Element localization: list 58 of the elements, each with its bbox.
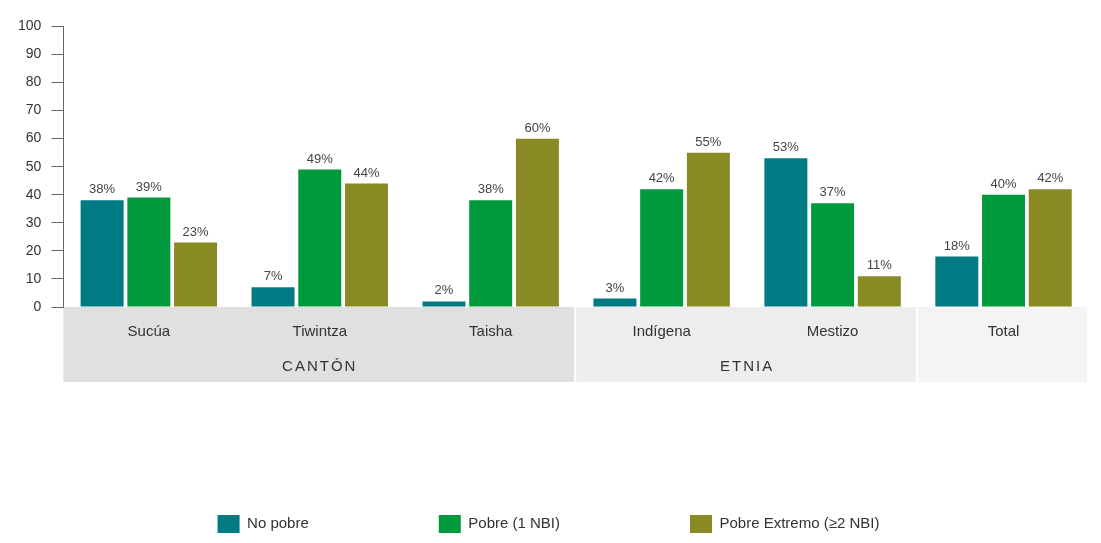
- y-tick-label: 50: [25, 157, 42, 174]
- data-label: 60%: [524, 119, 551, 135]
- bar: [982, 194, 1026, 307]
- y-tick-label: 10: [25, 269, 42, 286]
- y-tick-label: 70: [25, 101, 42, 118]
- x-tick-label: Sucúa: [127, 322, 171, 340]
- bar: [857, 276, 901, 307]
- legend-label: Pobre Extremo (≥2 NBI): [719, 514, 880, 532]
- legend-label: Pobre (1 NBI): [468, 514, 560, 532]
- data-label: 38%: [89, 181, 116, 197]
- data-label: 23%: [182, 223, 209, 239]
- y-tick-label: 60: [25, 129, 42, 146]
- data-label: 11%: [866, 257, 893, 273]
- bar: [298, 169, 342, 307]
- y-tick-label: 80: [25, 73, 42, 90]
- bar: [764, 158, 808, 307]
- bar: [127, 197, 171, 307]
- text: ETNIA: [720, 357, 775, 375]
- data-label: 42%: [648, 170, 676, 186]
- y-tick-label: 30: [25, 213, 42, 230]
- bar: [593, 298, 637, 307]
- bar: [811, 203, 855, 307]
- legend-label: No pobre: [247, 514, 309, 532]
- data-label: 53%: [772, 139, 800, 155]
- bar: [935, 256, 979, 307]
- bar: [469, 200, 513, 307]
- data-label: 18%: [943, 237, 971, 253]
- data-label: 7%: [263, 268, 283, 284]
- bar: [174, 242, 218, 307]
- data-label: 40%: [990, 175, 1017, 191]
- bar: [515, 138, 559, 307]
- bar: [345, 183, 388, 307]
- y-tick-label: 100: [18, 17, 42, 34]
- bar: [80, 200, 124, 307]
- x-tick-label: Taisha: [469, 322, 514, 340]
- x-tick-label: Total: [987, 322, 1020, 340]
- data-label: 49%: [306, 150, 334, 166]
- data-label: 3%: [605, 279, 625, 295]
- bar: [251, 287, 295, 307]
- bar: [1028, 189, 1072, 307]
- text: CANTÓN: [282, 357, 358, 375]
- y-tick-label: 40: [25, 185, 42, 202]
- x-tick-label: Indígena: [632, 322, 692, 340]
- data-label: 37%: [819, 184, 847, 200]
- bar: [422, 301, 466, 307]
- data-label: 44%: [353, 164, 380, 180]
- x-tick-label: Mestizo: [806, 322, 859, 340]
- y-tick-label: 20: [25, 241, 42, 258]
- data-label: 38%: [477, 181, 505, 197]
- data-label: 2%: [434, 282, 454, 298]
- bar: [640, 189, 684, 307]
- data-label: 42%: [1037, 170, 1064, 186]
- x-tick-label: Tiwintza: [292, 322, 348, 340]
- data-label: 39%: [135, 178, 163, 194]
- y-tick-label: 0: [33, 297, 42, 314]
- bar: [686, 152, 730, 307]
- y-tick-label: 90: [25, 45, 42, 62]
- data-label: 55%: [695, 133, 722, 149]
